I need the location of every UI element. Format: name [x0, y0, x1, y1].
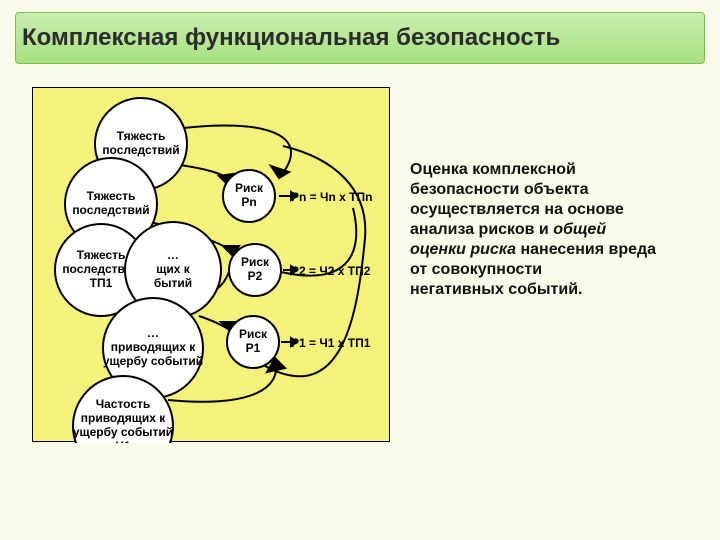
svg-text:последствий: последствий	[72, 203, 149, 217]
svg-text:приводящих к: приводящих к	[81, 411, 166, 425]
desc-l4a: анализа рисков и	[410, 221, 553, 238]
desc-l3: осуществляется на основе	[410, 201, 624, 218]
description-text: Оценка комплексной безопасности объекта …	[410, 160, 700, 300]
svg-text:…: …	[167, 248, 179, 262]
desc-l5b: нанесения вреда	[520, 241, 656, 258]
desc-l4b: общей	[553, 221, 606, 238]
slide: Комплексная функциональная безопасность …	[0, 0, 720, 540]
title-text: Комплексная функциональная безопасность	[22, 24, 560, 52]
desc-l5a: оценки риска	[410, 241, 520, 258]
diagram-svg: ТяжестьпоследствийТяжестьпоследствийТяже…	[33, 88, 391, 443]
svg-text:последствий: последствий	[102, 143, 179, 157]
svg-text:Частость: Частость	[96, 397, 151, 411]
svg-text:Риск: Риск	[239, 327, 268, 341]
title-bar: Комплексная функциональная безопасность	[15, 12, 705, 64]
svg-text:ТП1: ТП1	[90, 276, 113, 290]
svg-text:бытий: бытий	[154, 276, 192, 290]
svg-text:Рn: Рn	[241, 195, 256, 209]
svg-text:Ч1: Ч1	[115, 439, 130, 443]
svg-text:Р1: Р1	[246, 341, 261, 355]
svg-text:Р2 = Ч2 x ТП2: Р2 = Ч2 x ТП2	[291, 264, 371, 278]
desc-l7: негативных событий.	[410, 281, 582, 298]
svg-text:Риск: Риск	[241, 255, 270, 269]
svg-text:Р2: Р2	[248, 269, 263, 283]
svg-text:Тяжесть: Тяжесть	[77, 248, 126, 262]
desc-l6: от совокупности	[410, 261, 542, 278]
svg-text:щих к: щих к	[156, 262, 191, 276]
svg-text:приводящих к: приводящих к	[111, 340, 196, 354]
svg-text:Рn = Чn x ТПn: Рn = Чn x ТПn	[291, 190, 372, 204]
svg-text:Тяжесть: Тяжесть	[117, 129, 166, 143]
svg-text:Р1 = Ч1 x ТП1: Р1 = Ч1 x ТП1	[291, 336, 371, 350]
svg-text:ущербу событий: ущербу событий	[73, 425, 173, 439]
svg-text:ущербу событий: ущербу событий	[103, 354, 203, 368]
desc-l2: безопасности объекта	[410, 181, 589, 198]
svg-text:Тяжесть: Тяжесть	[87, 189, 136, 203]
desc-l1: Оценка комплексной	[410, 161, 576, 178]
diagram-frame: ТяжестьпоследствийТяжестьпоследствийТяже…	[32, 87, 390, 442]
svg-text:Риск: Риск	[235, 181, 264, 195]
svg-text:…: …	[147, 326, 159, 340]
